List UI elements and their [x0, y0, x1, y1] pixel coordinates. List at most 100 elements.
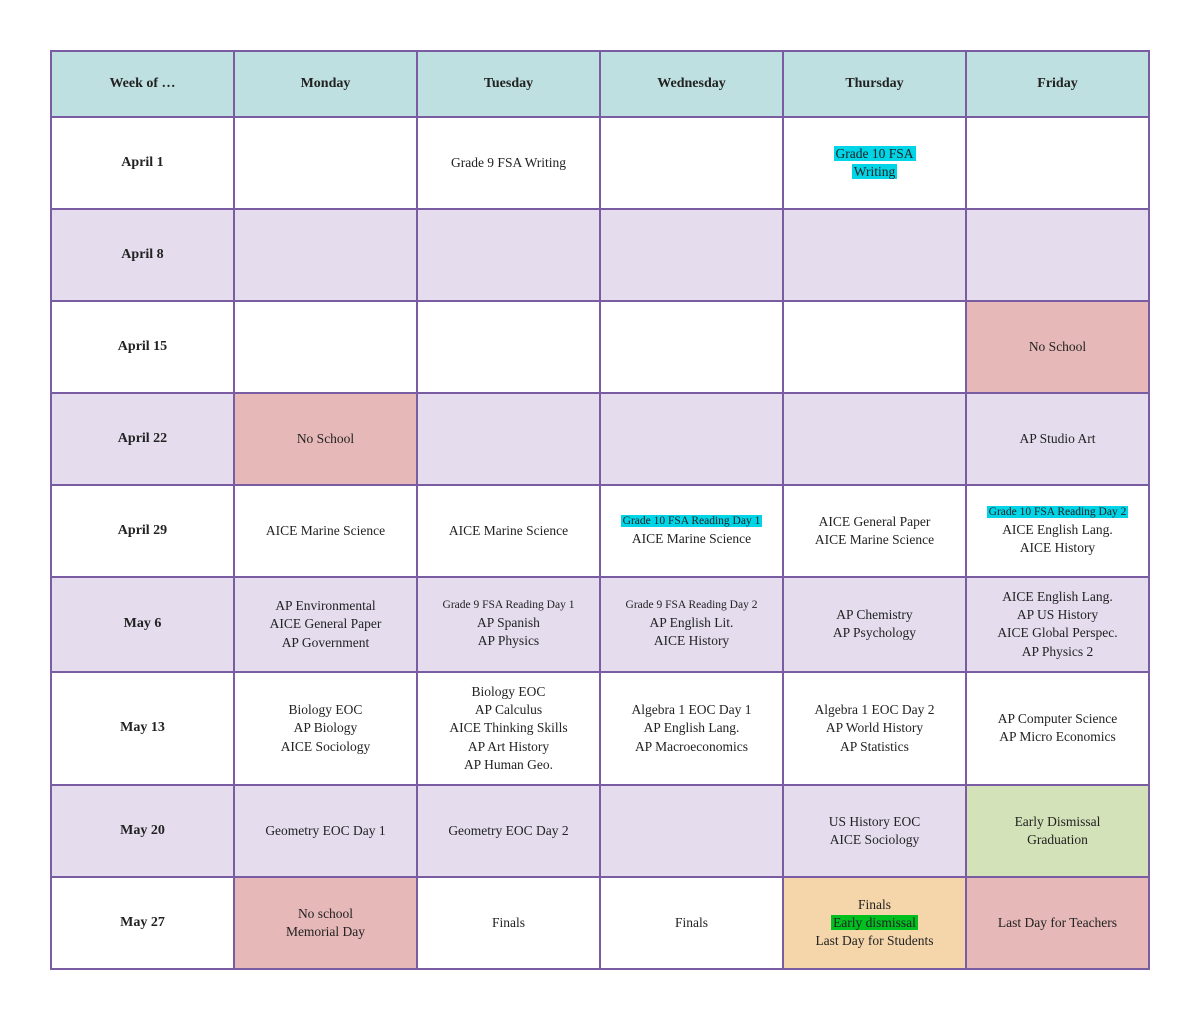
day-cell [783, 393, 966, 485]
event-text: AP Spanish [424, 614, 593, 632]
event-text: US History EOC [790, 813, 959, 831]
week-label: May 27 [51, 877, 234, 969]
table-row: May 20Geometry EOC Day 1Geometry EOC Day… [51, 785, 1149, 877]
event-text: AP Chemistry [790, 606, 959, 624]
event-text: AP English Lit. [607, 614, 776, 632]
event-text: Writing [790, 163, 959, 181]
event-text: AICE Thinking Skills [424, 719, 593, 737]
table-body: April 1 Grade 9 FSA Writing Grade 10 FSA Wr… [51, 117, 1149, 969]
event-text: AICE History [607, 632, 776, 650]
day-cell [417, 209, 600, 301]
day-cell [600, 393, 783, 485]
table-row: April 1 Grade 9 FSA Writing Grade 10 FSA Wr… [51, 117, 1149, 209]
day-cell [783, 209, 966, 301]
event-text: AP Studio Art [973, 430, 1142, 448]
table-row: April 29AICE Marine ScienceAICE Marine S… [51, 485, 1149, 577]
week-label: April 1 [51, 117, 234, 209]
col-thursday: Thursday [783, 51, 966, 117]
highlight-cyan: Writing [852, 164, 897, 179]
event-text: AP English Lang. [607, 719, 776, 737]
day-cell: Geometry EOC Day 1 [234, 785, 417, 877]
day-cell: Grade 10 FSA Reading Day 1AICE Marine Sc… [600, 485, 783, 577]
table-row: May 27No schoolMemorial DayFinalsFinalsF… [51, 877, 1149, 969]
event-text: Grade 10 FSA Reading Day 1 [607, 514, 776, 530]
day-cell: Finals [417, 877, 600, 969]
day-cell: AP EnvironmentalAICE General PaperAP Gov… [234, 577, 417, 672]
col-friday: Friday [966, 51, 1149, 117]
day-cell: AICE Marine Science [234, 485, 417, 577]
day-cell: Geometry EOC Day 2 [417, 785, 600, 877]
day-cell [234, 209, 417, 301]
event-text: Algebra 1 EOC Day 2 [790, 701, 959, 719]
week-label: May 20 [51, 785, 234, 877]
day-cell: No School [966, 301, 1149, 393]
event-text: AP Environmental [241, 597, 410, 615]
event-text: AICE Marine Science [790, 531, 959, 549]
event-text: AICE English Lang. [973, 521, 1142, 539]
event-text: Graduation [973, 831, 1142, 849]
event-text: Grade 9 FSA Reading Day 2 [607, 598, 776, 614]
day-cell: FinalsEarly dismissalLast Day for Studen… [783, 877, 966, 969]
day-cell: AP Computer ScienceAP Micro Economics [966, 672, 1149, 785]
day-cell [234, 117, 417, 209]
event-text: AP Biology [241, 719, 410, 737]
event-text: Grade 9 FSA Writing [424, 154, 593, 172]
week-label: April 15 [51, 301, 234, 393]
event-text: AICE General Paper [241, 615, 410, 633]
event-text: No School [241, 430, 410, 448]
highlight-cyan: Grade 10 FSA Reading Day 2 [987, 506, 1129, 518]
day-cell: AP ChemistryAP Psychology [783, 577, 966, 672]
event-text: AP Government [241, 634, 410, 652]
table-row: May 13Biology EOCAP BiologyAICE Sociolog… [51, 672, 1149, 785]
event-text: AP Art History [424, 738, 593, 756]
col-tuesday: Tuesday [417, 51, 600, 117]
event-text: AP Human Geo. [424, 756, 593, 774]
day-cell [966, 209, 1149, 301]
week-label: April 22 [51, 393, 234, 485]
day-cell: Grade 10 FSA Writing [783, 117, 966, 209]
day-cell: Biology EOCAP BiologyAICE Sociology [234, 672, 417, 785]
event-text: AP Macroeconomics [607, 738, 776, 756]
table-row: April 8 [51, 209, 1149, 301]
event-text: AICE Marine Science [607, 530, 776, 548]
day-cell: AICE English Lang.AP US HistoryAICE Glob… [966, 577, 1149, 672]
day-cell [600, 785, 783, 877]
highlight-cyan: Grade 10 FSA [834, 146, 916, 161]
event-text: AICE Marine Science [241, 522, 410, 540]
day-cell: No School [234, 393, 417, 485]
col-wednesday: Wednesday [600, 51, 783, 117]
event-text: AICE English Lang. [973, 588, 1142, 606]
event-text: No school [241, 905, 410, 923]
day-cell: AICE General PaperAICE Marine Science [783, 485, 966, 577]
event-text: Finals [790, 896, 959, 914]
event-text: AP Micro Economics [973, 728, 1142, 746]
table-row: May 6AP EnvironmentalAICE General PaperA… [51, 577, 1149, 672]
event-text: Grade 10 FSA Reading Day 2 [973, 505, 1142, 521]
day-cell: Grade 9 FSA Reading Day 2AP English Lit.… [600, 577, 783, 672]
event-text: Last Day for Students [790, 932, 959, 950]
day-cell: Algebra 1 EOC Day 1AP English Lang.AP Ma… [600, 672, 783, 785]
week-label: May 13 [51, 672, 234, 785]
event-text: AICE History [973, 539, 1142, 557]
event-text: AP US History [973, 606, 1142, 624]
event-text: AP Psychology [790, 624, 959, 642]
event-text: Early dismissal [790, 914, 959, 932]
event-text: No School [973, 338, 1142, 356]
day-cell: Grade 9 FSA Writing [417, 117, 600, 209]
event-text: Biology EOC [241, 701, 410, 719]
table-header: Week of … Monday Tuesday Wednesday Thurs… [51, 51, 1149, 117]
day-cell [600, 301, 783, 393]
day-cell [966, 117, 1149, 209]
day-cell: Finals [600, 877, 783, 969]
event-text: Grade 9 FSA Reading Day 1 [424, 598, 593, 614]
day-cell: AICE Marine Science [417, 485, 600, 577]
week-label: May 6 [51, 577, 234, 672]
event-text: AP Physics 2 [973, 643, 1142, 661]
event-text: AICE Global Perspec. [973, 624, 1142, 642]
event-text: AICE General Paper [790, 513, 959, 531]
event-text: AP World History [790, 719, 959, 737]
col-week: Week of … [51, 51, 234, 117]
event-text: Finals [424, 914, 593, 932]
event-text: Biology EOC [424, 683, 593, 701]
day-cell [783, 301, 966, 393]
